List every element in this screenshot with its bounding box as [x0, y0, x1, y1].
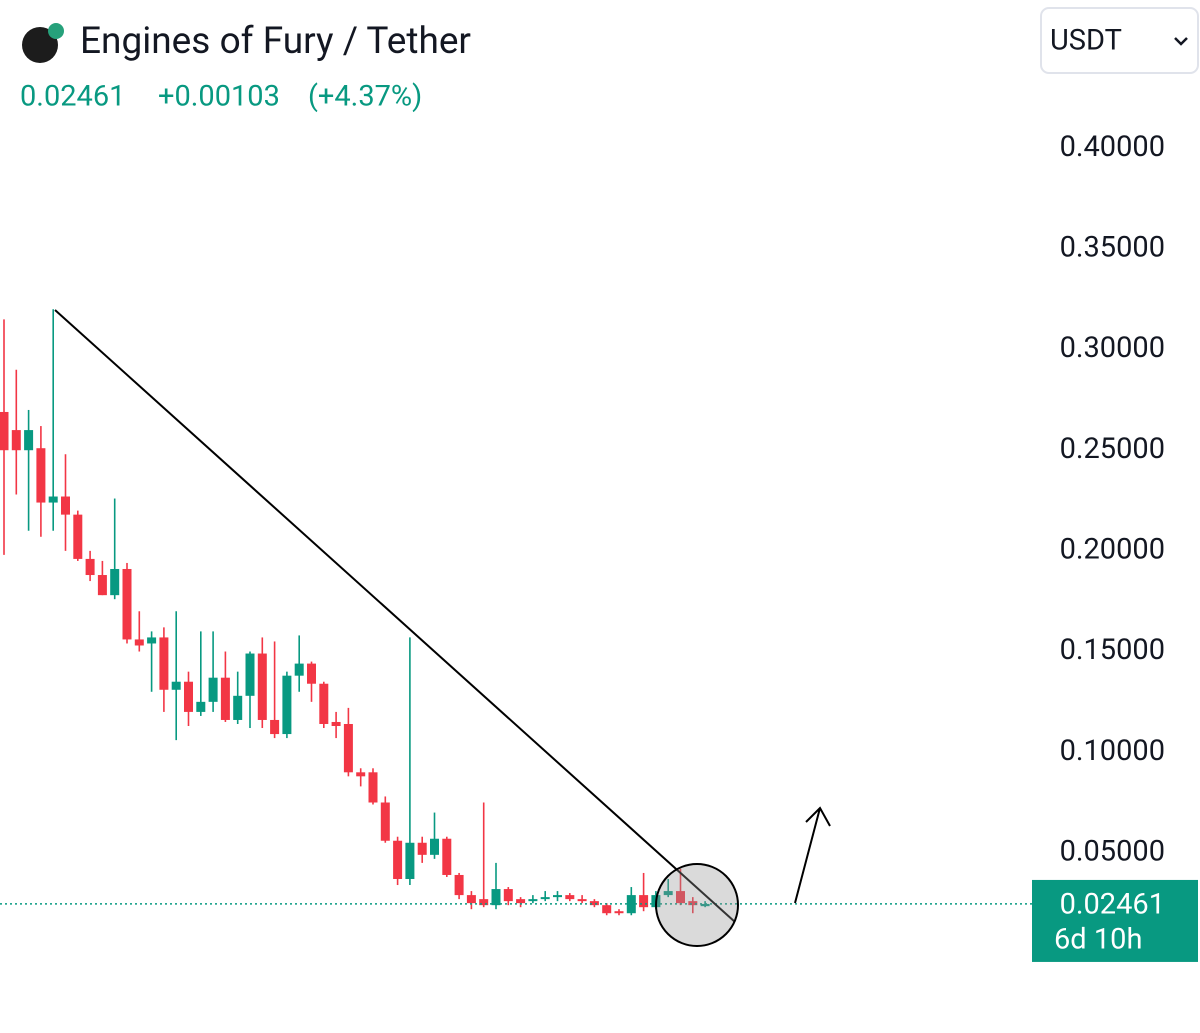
y-axis: 0.000000.050000.100000.150000.200000.250… — [1032, 130, 1198, 969]
candle-body — [36, 448, 46, 503]
candle-body — [676, 891, 685, 904]
candle-body — [430, 838, 439, 855]
chevron — [1174, 37, 1188, 46]
candle-body — [270, 719, 280, 735]
last-price: 0.02461 — [20, 80, 125, 114]
highlight-circle — [655, 863, 739, 947]
candle-body — [442, 838, 452, 875]
y-tick-label: 0.30000 — [1060, 331, 1165, 365]
candle-body — [331, 721, 341, 727]
candle-body — [134, 639, 144, 646]
candle-body — [577, 899, 587, 902]
candle-body — [208, 677, 218, 702]
candle-body — [688, 901, 698, 906]
candle-body — [48, 496, 58, 503]
candle-body — [454, 874, 464, 896]
candle-body — [0, 411, 9, 451]
candle-body — [368, 772, 378, 803]
candle-body — [614, 911, 624, 914]
y-tick-label: 0.35000 — [1060, 231, 1165, 265]
candle-body — [380, 802, 390, 841]
candle-body — [700, 903, 710, 907]
candle-body — [589, 901, 599, 906]
candle-body — [639, 895, 649, 908]
y-tick-label: 0.25000 — [1060, 432, 1165, 466]
y-tick-label: 0.15000 — [1060, 633, 1165, 667]
quote-label: USDT — [1050, 24, 1122, 58]
candle-body — [319, 683, 329, 724]
candle-body — [245, 653, 255, 696]
candle-body — [85, 558, 95, 576]
candle-body — [24, 430, 34, 451]
y-tick-label: 0.40000 — [1060, 130, 1165, 164]
plot — [0, 309, 1032, 916]
logo-badge — [48, 23, 64, 39]
y-tick-label: 0.05000 — [1060, 834, 1165, 868]
candle-body — [393, 840, 403, 879]
candle-body — [516, 899, 526, 904]
candle-body — [528, 899, 538, 902]
price-change: +0.00103 — [158, 80, 280, 114]
candle-body — [307, 663, 316, 684]
candle-body — [663, 891, 673, 896]
y-tick-label: 0.20000 — [1060, 533, 1165, 567]
logo — [22, 27, 58, 63]
y-tick-label: 0.10000 — [1060, 734, 1165, 768]
candle-body — [147, 637, 157, 644]
candle-body — [540, 897, 550, 900]
candle-body — [73, 514, 83, 559]
candle-body — [122, 568, 132, 640]
price-change-pct: (+4.37%) — [308, 80, 422, 114]
candle-body — [110, 568, 120, 596]
candle-body — [220, 677, 230, 720]
candle-body — [233, 695, 243, 720]
candle-body — [343, 723, 353, 773]
price-badge — [1032, 879, 1198, 962]
candle-body — [405, 842, 415, 879]
title: Engines of Fury / Tether — [80, 20, 471, 63]
candle-body — [257, 653, 267, 720]
price-badge-label: 0.02461 — [1060, 888, 1165, 922]
quote-dropdown[interactable] — [1040, 7, 1199, 74]
candle-body — [184, 681, 193, 712]
candle-body — [294, 663, 304, 676]
candle-body — [565, 895, 575, 900]
candle-body — [602, 905, 612, 914]
candle-body — [503, 889, 513, 902]
candle-body — [61, 496, 70, 515]
candle-body — [196, 701, 206, 712]
trend-line — [54, 309, 736, 923]
candle-body — [553, 895, 562, 898]
candle-body — [466, 895, 476, 904]
candle-body — [479, 899, 489, 906]
countdown: 6d 10h — [1054, 923, 1142, 957]
candle-body — [282, 675, 292, 735]
candle-body — [11, 430, 21, 451]
candle-body — [171, 681, 181, 690]
candle-body — [97, 575, 107, 596]
candle-body — [417, 842, 427, 855]
candle-body — [491, 889, 501, 906]
candle-body — [159, 637, 169, 690]
candle-body — [356, 772, 366, 777]
up-arrow — [794, 806, 831, 904]
